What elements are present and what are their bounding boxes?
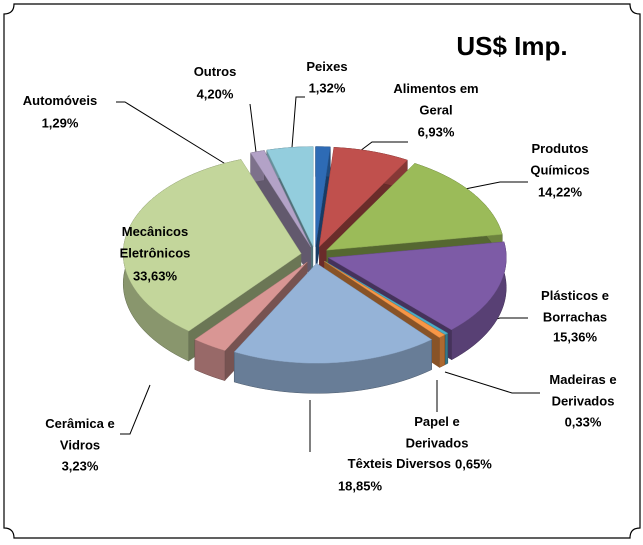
slice xyxy=(324,261,446,338)
category-label: Automóveis xyxy=(23,93,97,108)
label-line: Peixes xyxy=(306,59,347,74)
category-label: Cerâmica e Vidros xyxy=(45,416,114,453)
label-line: Alimentos em xyxy=(393,81,478,96)
label-line: Madeiras e xyxy=(549,372,616,387)
value-label: 1,29% xyxy=(42,115,79,130)
value-label: 33,63% xyxy=(133,268,178,283)
slice xyxy=(122,159,302,332)
slice xyxy=(315,146,331,277)
category-label: Outros xyxy=(194,64,237,79)
slice xyxy=(325,163,503,251)
slice-wall xyxy=(444,332,449,366)
label-line: Automóveis xyxy=(23,93,97,108)
label-line: Derivados xyxy=(552,394,615,409)
label-line: Produtos xyxy=(531,141,588,156)
slice xyxy=(233,263,433,394)
label-line: Eletrônicos xyxy=(120,246,191,261)
value-label: 15,36% xyxy=(553,329,598,344)
slice xyxy=(250,150,312,248)
category-label: Peixes xyxy=(306,59,347,74)
slice-wall xyxy=(439,334,446,368)
slice xyxy=(324,260,449,335)
slice xyxy=(194,261,308,351)
label-line: Outros xyxy=(194,64,237,79)
slice xyxy=(327,241,507,331)
label-line: Geral xyxy=(419,103,452,118)
label-line: Vidros xyxy=(60,438,100,453)
category-label: Têxteis Diversos xyxy=(348,456,451,471)
leader-line xyxy=(116,101,233,169)
category-label: Papel e Derivados xyxy=(406,414,469,451)
slice-side xyxy=(315,146,331,277)
slice xyxy=(233,263,433,364)
value-label: 6,93% xyxy=(418,124,455,139)
value-label: 0,33% xyxy=(565,414,602,429)
category-label: Madeiras e Derivados xyxy=(549,372,616,409)
leader-line xyxy=(444,371,540,394)
value-label: 18,85% xyxy=(338,478,383,493)
leader-line xyxy=(249,103,258,161)
label-line: Borrachas xyxy=(543,310,607,325)
value-label: 14,22% xyxy=(538,184,583,199)
category-label: Mecânicos Eletrônicos xyxy=(120,224,191,261)
leader-line xyxy=(290,96,305,161)
pie xyxy=(122,146,507,394)
value-label: 3,23% xyxy=(62,458,99,473)
slice xyxy=(318,147,408,248)
slice xyxy=(266,146,314,247)
chart-title: US$ Imp. xyxy=(456,31,567,61)
slice xyxy=(315,146,331,247)
leader-line xyxy=(120,384,151,435)
label-line: Têxteis Diversos xyxy=(348,456,451,471)
label-line: Cerâmica e xyxy=(45,416,114,431)
label-line: Mecânicos xyxy=(122,224,188,239)
category-label: Plásticos e Borrachas xyxy=(541,288,609,325)
label-line: Papel e xyxy=(414,414,460,429)
value-label: 0,65% xyxy=(455,456,492,471)
label-line: Plásticos e xyxy=(541,288,609,303)
category-label: Alimentos em Geral xyxy=(393,81,478,118)
label-line: Químicos xyxy=(530,163,589,178)
category-label: Produtos Químicos xyxy=(530,141,589,178)
value-label: 4,20% xyxy=(197,86,234,101)
label-line: Derivados xyxy=(406,436,469,451)
value-label: 1,32% xyxy=(309,80,346,95)
